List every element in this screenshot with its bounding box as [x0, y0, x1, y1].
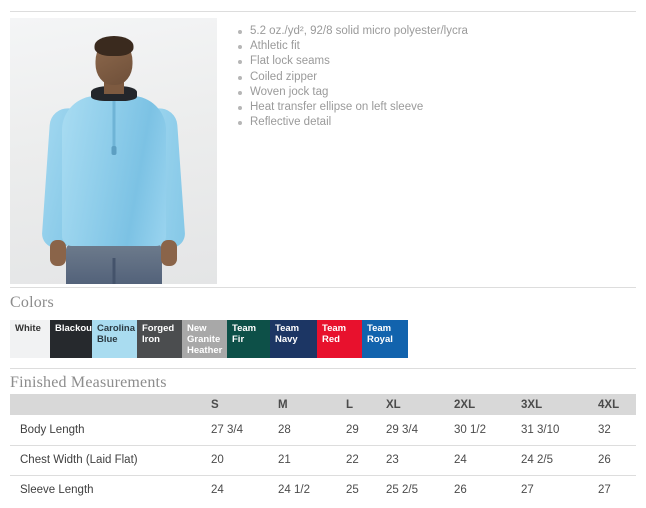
top-divider: [10, 11, 636, 12]
column-header-size: L: [336, 394, 376, 415]
measurements-table-body: Body Length 27 3/4 28 29 29 3/4 30 1/2 31 3/10…: [10, 415, 636, 505]
measurement-value: 27: [598, 484, 611, 497]
table-row: Body Length 27 3/4 28 29 29 3/4 30 1/2 31 3/10…: [10, 415, 636, 446]
color-swatch[interactable]: Team Royal: [362, 320, 408, 358]
color-swatch-list: White Blackout Carolina Blue Forged Iron New…: [10, 320, 408, 358]
color-swatch[interactable]: White: [10, 320, 50, 358]
column-header-size: XL: [376, 394, 444, 415]
measurements-divider: [10, 368, 636, 369]
feature-item: Flat lock seams: [233, 54, 633, 69]
column-header-size: 4XL: [588, 394, 636, 415]
garment-zipper: [112, 98, 115, 150]
measurement-value: 22: [336, 445, 376, 476]
measurement-label: Chest Width (Laid Flat): [10, 445, 201, 476]
color-swatch[interactable]: Forged Iron: [137, 320, 182, 358]
measurement-value: 23: [376, 445, 444, 476]
column-header-size: 2XL: [444, 394, 511, 415]
measurement-value: 25: [346, 484, 359, 497]
feature-item: Woven jock tag: [233, 85, 633, 100]
measurement-value: 29: [336, 415, 376, 446]
measurements-heading: Finished Measurements: [10, 374, 167, 391]
colors-divider: [10, 287, 636, 288]
measurement-value: 24: [444, 445, 511, 476]
measurement-value: 31 3/10: [511, 415, 588, 446]
column-header-size: 3XL: [511, 394, 588, 415]
color-swatch[interactable]: New Granite Heather: [182, 320, 227, 358]
measurement-value: 27: [521, 484, 534, 497]
color-swatch[interactable]: Team Fir: [227, 320, 270, 358]
measurement-value: 20: [201, 445, 268, 476]
model-hair: [94, 36, 133, 56]
feature-item: Coiled zipper: [233, 70, 633, 85]
table-row: Chest Width (Laid Flat) 20 21 22 23 24 24 2/5 2…: [10, 445, 636, 476]
feature-item: Heat transfer ellipse on left sleeve: [233, 100, 633, 115]
colors-heading: Colors: [10, 294, 54, 311]
product-feature-list: 5.2 oz./yd², 92/8 solid micro polyester/…: [233, 24, 633, 130]
measurement-value: 24: [211, 484, 224, 497]
feature-item: Athletic fit: [233, 39, 633, 54]
column-header-size: M: [268, 394, 336, 415]
column-header-size: S: [201, 394, 268, 415]
measurement-value: 25 2/5: [386, 484, 418, 497]
measurement-value: 24 2/5: [511, 445, 588, 476]
measurement-value: 32: [588, 415, 636, 446]
garment-zipper-pull: [111, 146, 116, 155]
measurement-value: 26: [588, 445, 636, 476]
model-jeans: [65, 244, 162, 284]
column-header-measure: [10, 394, 201, 415]
measurement-value: 21: [268, 445, 336, 476]
table-row: Sleeve Length 24 24 1/2 25 25 2/5 26 27 27: [10, 475, 636, 505]
measurement-value: 24 1/2: [278, 484, 310, 497]
measurement-value: 28: [268, 415, 336, 446]
measurement-value: 27 3/4: [201, 415, 268, 446]
measurements-table: S M L XL 2XL 3XL 4XL Body Length 27 3/4 28 29 29 3…: [10, 394, 636, 505]
measurements-table-head: S M L XL 2XL 3XL 4XL: [10, 394, 636, 415]
product-image-content: [10, 18, 217, 284]
color-swatch[interactable]: Team Navy: [270, 320, 317, 358]
jeans-seam: [112, 258, 115, 284]
color-swatch[interactable]: Blackout: [50, 320, 92, 358]
feature-item: 5.2 oz./yd², 92/8 solid micro polyester/…: [233, 24, 633, 39]
color-swatch[interactable]: Team Red: [317, 320, 362, 358]
model-right-hand: [161, 240, 177, 266]
measurements-header-row: S M L XL 2XL 3XL 4XL: [10, 394, 636, 415]
model-left-hand: [50, 240, 66, 266]
measurement-value: 29 3/4: [376, 415, 444, 446]
measurement-label: Sleeve Length: [20, 484, 94, 497]
measurement-value: 26: [454, 484, 467, 497]
product-image[interactable]: [10, 18, 217, 284]
color-swatch[interactable]: Carolina Blue: [92, 320, 137, 358]
measurement-value: 30 1/2: [444, 415, 511, 446]
feature-item: Reflective detail: [233, 115, 633, 130]
measurement-label: Body Length: [10, 415, 201, 446]
